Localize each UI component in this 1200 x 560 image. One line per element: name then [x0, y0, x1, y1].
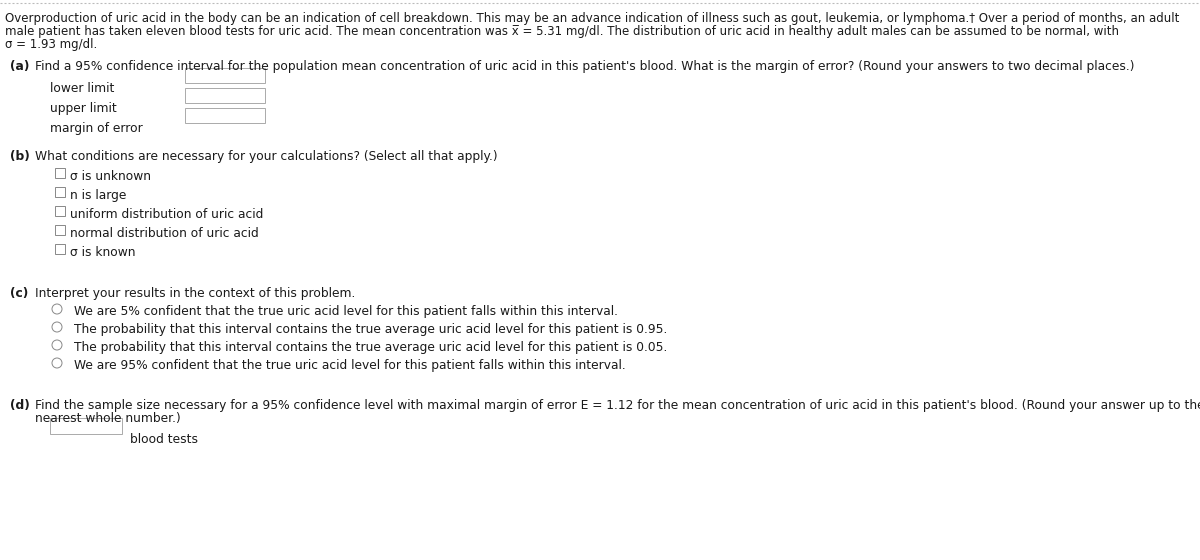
Text: (c): (c)	[10, 287, 29, 300]
Text: normal distribution of uric acid: normal distribution of uric acid	[70, 227, 259, 240]
Text: Overproduction of uric acid in the body can be an indication of cell breakdown. : Overproduction of uric acid in the body …	[5, 12, 1180, 25]
Text: σ is known: σ is known	[70, 246, 136, 259]
FancyBboxPatch shape	[185, 108, 265, 123]
FancyBboxPatch shape	[55, 187, 65, 197]
FancyBboxPatch shape	[50, 418, 122, 434]
Text: (d): (d)	[10, 399, 30, 412]
FancyBboxPatch shape	[55, 244, 65, 254]
Text: upper limit: upper limit	[50, 102, 116, 115]
Text: n is large: n is large	[70, 189, 126, 202]
Text: Find a 95% confidence interval for the population mean concentration of uric aci: Find a 95% confidence interval for the p…	[35, 60, 1134, 73]
Text: Find the sample size necessary for a 95% confidence level with maximal margin of: Find the sample size necessary for a 95%…	[35, 399, 1200, 412]
Circle shape	[52, 322, 62, 332]
Text: What conditions are necessary for your calculations? (Select all that apply.): What conditions are necessary for your c…	[35, 150, 498, 163]
Text: nearest whole number.): nearest whole number.)	[35, 412, 181, 425]
Circle shape	[52, 340, 62, 350]
Circle shape	[52, 304, 62, 314]
Text: margin of error: margin of error	[50, 122, 143, 135]
Text: Interpret your results in the context of this problem.: Interpret your results in the context of…	[35, 287, 355, 300]
FancyBboxPatch shape	[55, 206, 65, 216]
Text: We are 5% confident that the true uric acid level for this patient falls within : We are 5% confident that the true uric a…	[74, 305, 618, 318]
Text: (b): (b)	[10, 150, 30, 163]
Text: blood tests: blood tests	[130, 433, 198, 446]
Text: The probability that this interval contains the true average uric acid level for: The probability that this interval conta…	[74, 341, 667, 354]
Text: The probability that this interval contains the true average uric acid level for: The probability that this interval conta…	[74, 323, 667, 336]
FancyBboxPatch shape	[185, 88, 265, 103]
Text: uniform distribution of uric acid: uniform distribution of uric acid	[70, 208, 263, 221]
FancyBboxPatch shape	[55, 168, 65, 178]
FancyBboxPatch shape	[185, 68, 265, 83]
Text: male patient has taken eleven blood tests for uric acid. The mean concentration : male patient has taken eleven blood test…	[5, 25, 1120, 38]
Text: σ = 1.93 mg/dl.: σ = 1.93 mg/dl.	[5, 38, 97, 51]
Text: (a): (a)	[10, 60, 29, 73]
FancyBboxPatch shape	[55, 225, 65, 235]
Circle shape	[52, 358, 62, 368]
Text: σ is unknown: σ is unknown	[70, 170, 151, 183]
Text: We are 95% confident that the true uric acid level for this patient falls within: We are 95% confident that the true uric …	[74, 359, 625, 372]
Text: lower limit: lower limit	[50, 82, 114, 95]
